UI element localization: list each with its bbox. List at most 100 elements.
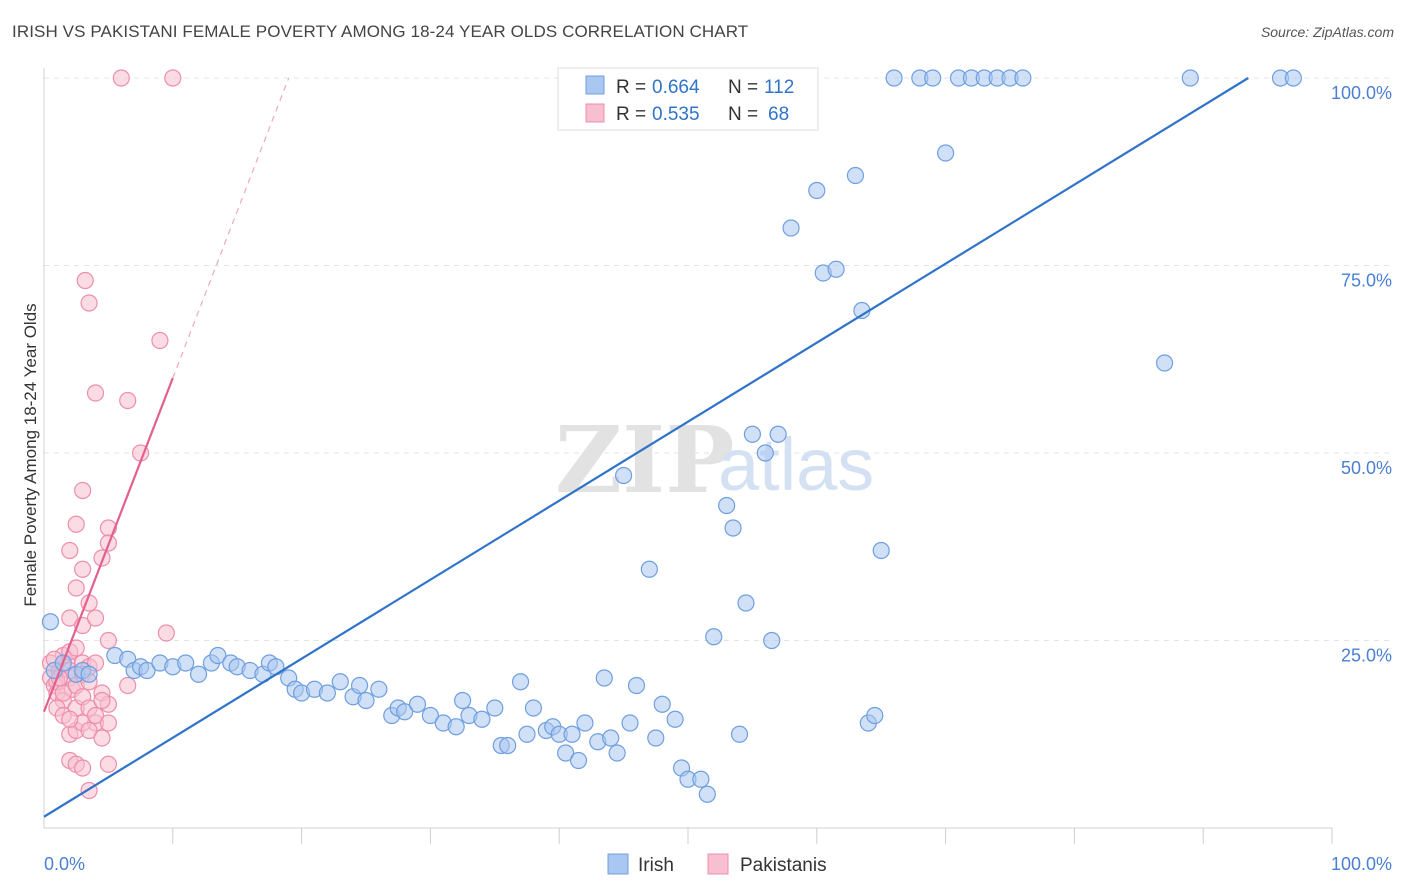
y-tick-label: 50.0% bbox=[1341, 458, 1392, 478]
pakistanis-point bbox=[74, 481, 92, 500]
legend-pakistanis-n-value: 68 bbox=[768, 104, 789, 125]
pakistanis-point bbox=[93, 729, 111, 747]
pakistanis-point bbox=[61, 710, 79, 728]
irish-point bbox=[936, 144, 955, 162]
y-tick-label: 100.0% bbox=[1331, 83, 1392, 103]
pakistanis-trend-line bbox=[42, 377, 174, 713]
bottom-legend-pakistanis-label: Pakistanis bbox=[740, 855, 827, 876]
irish-point bbox=[80, 665, 98, 683]
irish-point bbox=[189, 665, 208, 683]
irish-point bbox=[454, 691, 472, 710]
irish-point bbox=[138, 661, 156, 680]
irish-point bbox=[872, 541, 890, 560]
irish-point bbox=[1181, 69, 1199, 87]
bottom-legend-irish-label: Irish bbox=[638, 855, 674, 876]
pakistanis-point bbox=[164, 69, 182, 87]
pakistanis-point bbox=[61, 541, 79, 560]
irish-trend-line bbox=[43, 77, 1249, 818]
chart-title: IRISH VS PAKISTANI FEMALE POVERTY AMONG … bbox=[12, 22, 749, 41]
x-ticks: 0.0% 100.0% bbox=[44, 854, 1392, 874]
pakistanis-point bbox=[99, 714, 118, 732]
irish-point bbox=[1155, 354, 1174, 372]
irish-point bbox=[718, 496, 736, 515]
irish-point bbox=[569, 751, 588, 770]
pakistanis-point bbox=[67, 579, 85, 597]
pakistanis-point bbox=[74, 759, 92, 777]
irish-point bbox=[518, 725, 536, 743]
pakistanis-point bbox=[151, 331, 169, 350]
y-axis-label: Female Poverty Among 18-24 Year Olds bbox=[21, 303, 40, 606]
pakistanis-point bbox=[80, 721, 98, 740]
series-irish-points bbox=[41, 69, 1302, 803]
pakistanis-point bbox=[119, 391, 137, 410]
irish-point bbox=[666, 710, 684, 728]
trend-lines bbox=[42, 77, 1249, 818]
irish-point bbox=[357, 691, 375, 710]
irish-point bbox=[408, 695, 427, 713]
irish-point bbox=[370, 680, 388, 698]
y-tick-label: 75.0% bbox=[1341, 271, 1392, 291]
irish-point bbox=[608, 744, 626, 762]
legend: R = 0.664 N = 112 R = 0.535 N = 68 bbox=[557, 67, 819, 131]
irish-point bbox=[1284, 69, 1302, 87]
x-tick-label-left: 0.0% bbox=[44, 854, 85, 874]
series-pakistanis-points bbox=[41, 69, 182, 800]
legend-pakistanis-n-label: N = bbox=[728, 104, 758, 125]
legend-irish-r-label: R = bbox=[616, 77, 646, 98]
irish-point bbox=[614, 466, 633, 485]
irish-point bbox=[41, 613, 60, 631]
irish-point bbox=[769, 425, 787, 443]
irish-point bbox=[647, 729, 665, 747]
irish-point bbox=[621, 714, 639, 732]
irish-point bbox=[557, 744, 575, 762]
irish-point bbox=[866, 706, 884, 725]
legend-irish-swatch bbox=[585, 75, 605, 95]
bottom-legend: Irish Pakistanis bbox=[607, 853, 827, 876]
irish-point bbox=[318, 684, 336, 702]
legend-irish-r-value: 0.664 bbox=[652, 77, 700, 98]
irish-point bbox=[692, 770, 710, 788]
pakistanis-point bbox=[67, 515, 85, 533]
pakistanis-point bbox=[119, 676, 137, 695]
pakistanis-point bbox=[99, 631, 118, 650]
legend-irish-n-label: N = bbox=[728, 77, 758, 98]
irish-point bbox=[705, 628, 723, 646]
legend-irish-n-value: 112 bbox=[764, 77, 794, 98]
y-ticks: 25.0% 50.0% 75.0% 100.0% bbox=[1331, 83, 1392, 666]
irish-point bbox=[885, 69, 903, 87]
irish-point bbox=[447, 718, 465, 736]
irish-point bbox=[331, 673, 349, 691]
irish-point bbox=[827, 260, 845, 278]
irish-point bbox=[209, 646, 227, 665]
irish-point bbox=[756, 444, 774, 462]
axes bbox=[43, 68, 1332, 829]
irish-point bbox=[846, 166, 865, 185]
irish-point bbox=[177, 654, 195, 672]
pakistanis-point bbox=[74, 560, 92, 578]
irish-point bbox=[473, 710, 491, 728]
irish-point bbox=[653, 695, 671, 713]
irish-point bbox=[576, 714, 594, 732]
chart-source: Source: ZipAtlas.com bbox=[1260, 24, 1394, 40]
bottom-legend-pakistanis-swatch bbox=[707, 853, 729, 875]
pakistanis-point bbox=[99, 755, 118, 773]
watermark-atlas: atlas bbox=[718, 423, 874, 506]
pakistanis-point bbox=[86, 609, 105, 627]
irish-point bbox=[737, 594, 755, 612]
watermark-zip: ZIP bbox=[555, 406, 734, 514]
irish-point bbox=[421, 706, 439, 725]
irish-point bbox=[724, 519, 742, 537]
pakistanis-point bbox=[112, 69, 130, 87]
irish-point bbox=[350, 676, 369, 695]
irish-point bbox=[499, 736, 517, 755]
pakistanis-point bbox=[86, 706, 105, 725]
irish-point bbox=[595, 669, 613, 687]
irish-point bbox=[763, 631, 781, 650]
irish-point bbox=[486, 699, 504, 717]
irish-point bbox=[924, 69, 942, 87]
pakistanis-point bbox=[93, 691, 111, 710]
y-tick-label: 25.0% bbox=[1341, 646, 1392, 666]
pakistanis-point bbox=[61, 609, 79, 627]
watermark: ZIP atlas bbox=[555, 406, 874, 514]
